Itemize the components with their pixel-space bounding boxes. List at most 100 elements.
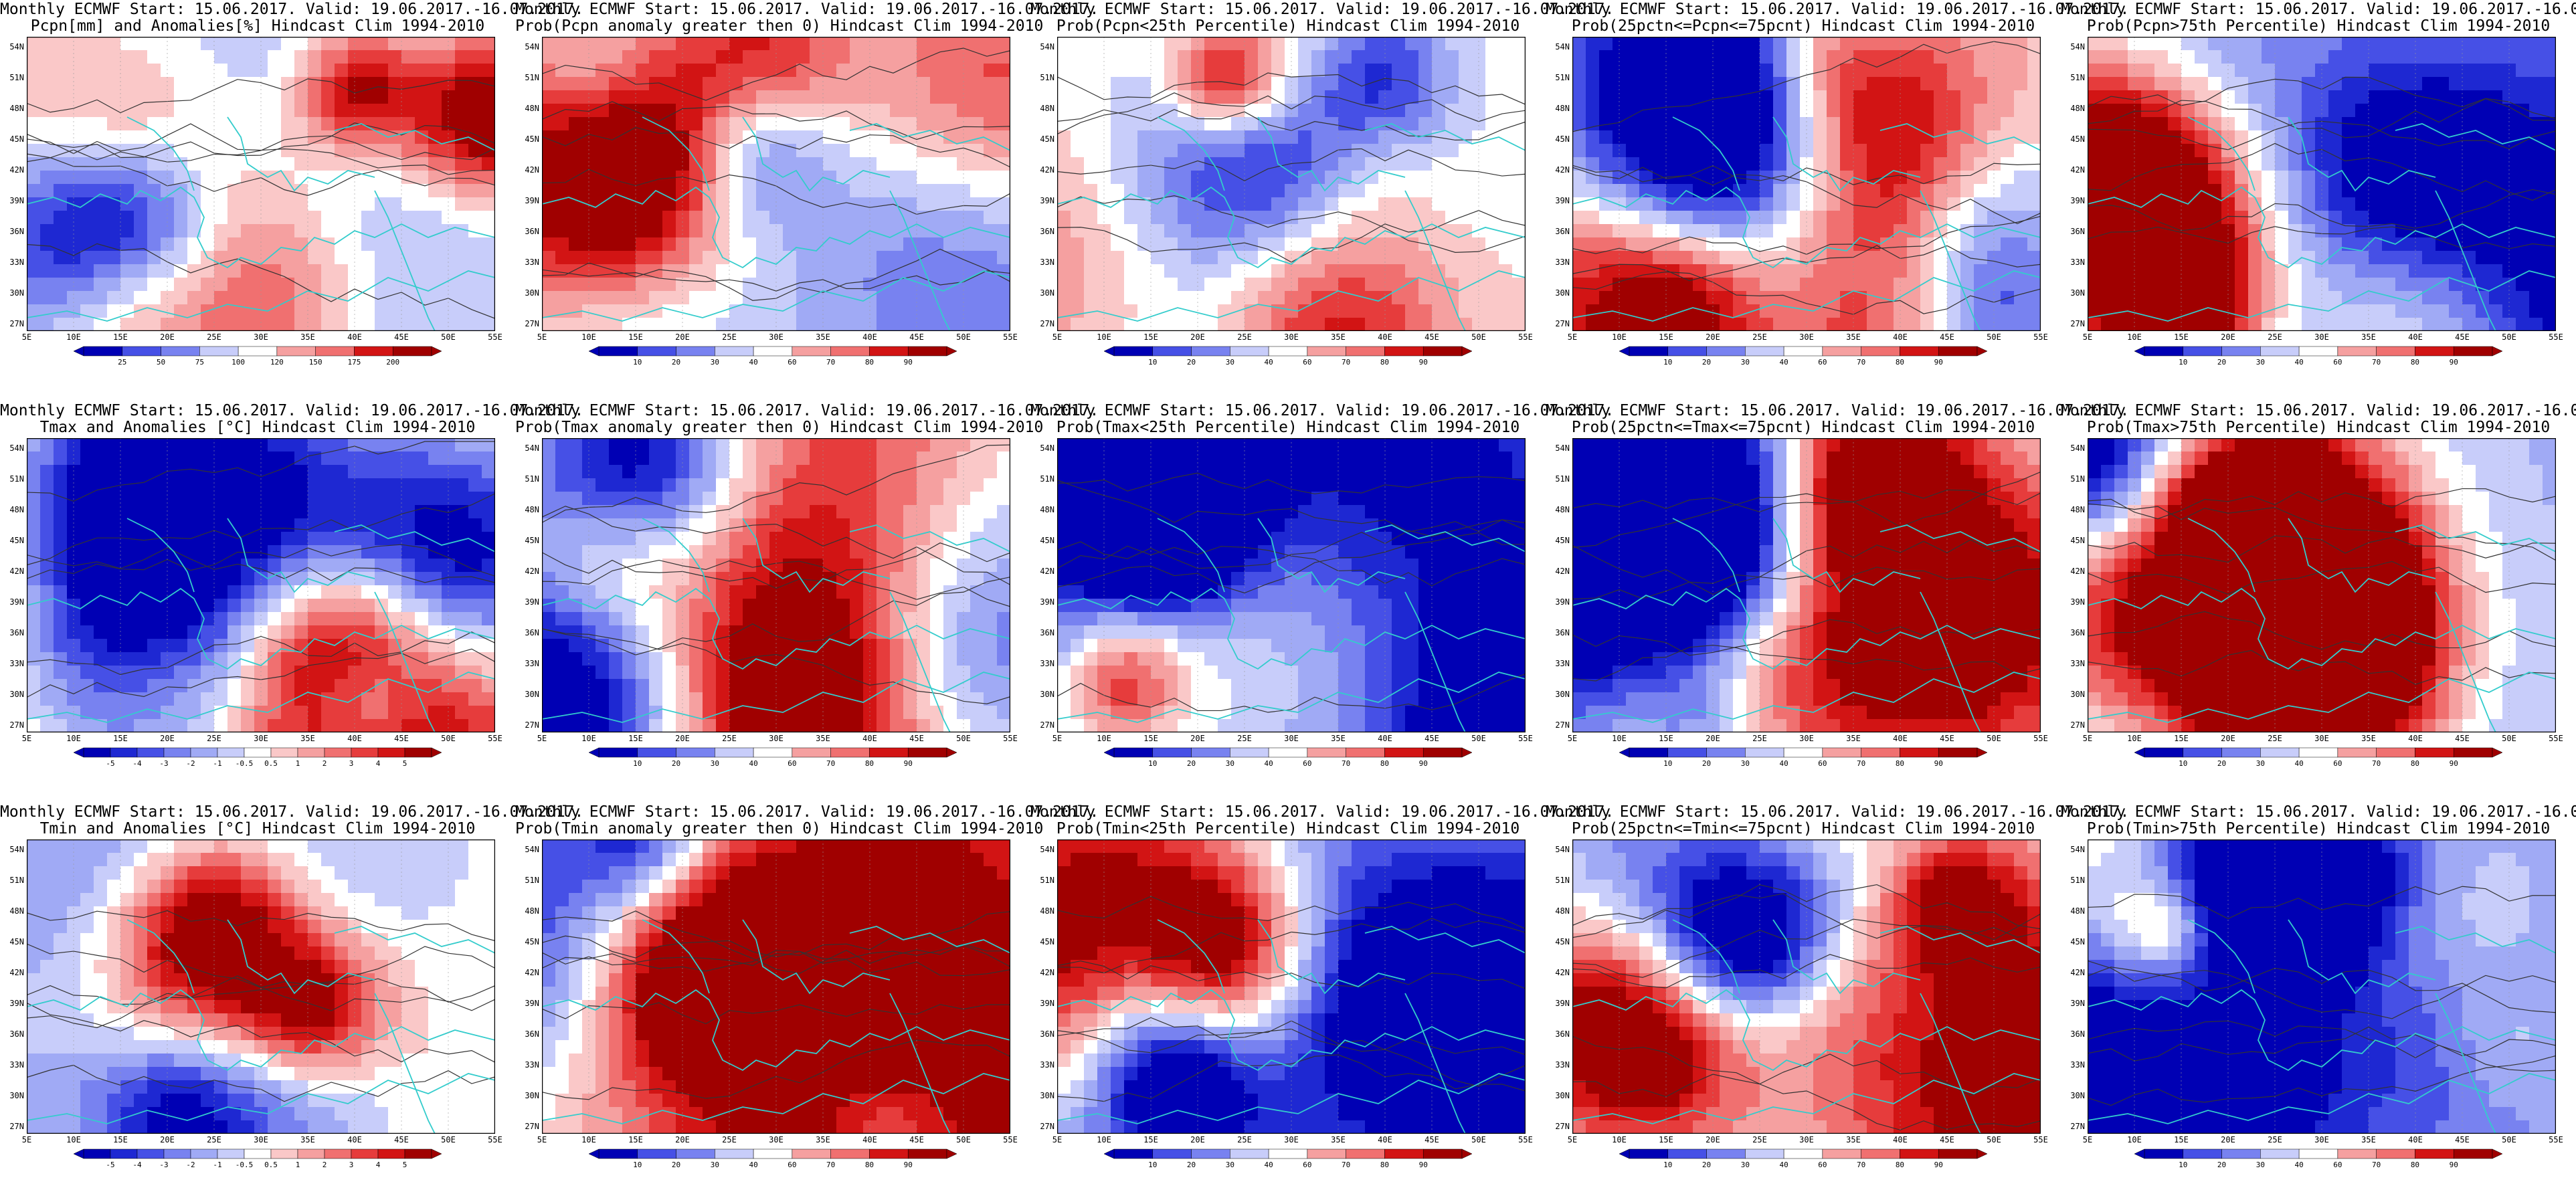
colorbar-swatch xyxy=(1745,1148,1784,1159)
latitude-label: 27N xyxy=(525,720,539,730)
colorbar-low-arrow xyxy=(1619,747,1630,758)
colorbar-tick-label: 40 xyxy=(2294,358,2304,367)
colorbar-tick-label: 60 xyxy=(788,1161,797,1169)
latitude-label: 36N xyxy=(2070,227,2085,236)
longitude-label: 50E xyxy=(441,734,456,743)
colorbar-swatch xyxy=(2415,346,2454,357)
colorbar-swatch xyxy=(2298,346,2338,357)
colorbar-tick-label: 200 xyxy=(386,358,400,367)
latitude-label: 54N xyxy=(2070,42,2085,52)
latitude-label: 39N xyxy=(525,196,539,205)
panel-title-line1: Monthly ECMWF Start: 15.06.2017. Valid: … xyxy=(1546,1,2130,18)
latitude-label: 33N xyxy=(9,1060,24,1070)
latitude-label: 39N xyxy=(1040,999,1054,1008)
shaded-field xyxy=(542,839,1010,1134)
longitude-label: 55E xyxy=(2549,332,2563,342)
longitude-label: 55E xyxy=(2549,1135,2563,1144)
longitude-label: 55E xyxy=(488,1135,502,1144)
coastlines xyxy=(27,919,495,1134)
colorbar-tick-label: 80 xyxy=(1380,1161,1390,1169)
latitude-label: 45N xyxy=(1040,937,1054,946)
forecast-map xyxy=(1572,438,2041,732)
longitude-label: 40E xyxy=(862,1135,877,1144)
colorbar-high-arrow xyxy=(431,747,442,758)
colorbar-swatch xyxy=(715,346,754,357)
longitude-label: 15E xyxy=(1143,734,1158,743)
colorbar xyxy=(589,747,957,758)
colorbar-swatch xyxy=(1307,1148,1346,1159)
colorbar-tick-label: 30 xyxy=(1225,1161,1234,1169)
colorbar-high-arrow xyxy=(2492,747,2502,758)
colorbar-tick-label: 30 xyxy=(1225,759,1234,768)
colorbar-tick-label: 30 xyxy=(710,1161,719,1169)
longitude-label: 45E xyxy=(2455,734,2470,743)
colorbar-high-arrow xyxy=(946,1148,957,1159)
colorbar-swatch xyxy=(1268,1148,1308,1159)
colorbar-swatch xyxy=(1900,346,1939,357)
colorbar-tick-label: 90 xyxy=(1934,759,1943,768)
colorbar-swatch xyxy=(270,747,298,758)
forecast-panel: Monthly ECMWF Start: 15.06.2017. Valid: … xyxy=(1030,803,1614,1204)
longitude-label: 45E xyxy=(909,734,924,743)
longitude-label: 5E xyxy=(1567,734,1578,743)
latitude-label: 48N xyxy=(2070,505,2085,514)
colorbar-swatch xyxy=(598,747,638,758)
colorbar-tick-label: 20 xyxy=(1186,1161,1196,1169)
latitude-label: 54N xyxy=(2070,845,2085,854)
colorbar-swatch xyxy=(190,747,218,758)
colorbar-tick-label: 80 xyxy=(864,358,875,367)
colorbar-swatch xyxy=(1861,747,1900,758)
latitude-label: 54N xyxy=(9,443,24,453)
longitude-label: 5E xyxy=(537,734,547,743)
colorbar-tick-label: 60 xyxy=(2333,1161,2342,1169)
colorbar-swatch xyxy=(404,747,432,758)
latitude-label: 42N xyxy=(2070,567,2085,576)
forecast-map xyxy=(2088,839,2556,1134)
colorbar-tick-label: 20 xyxy=(1701,358,1712,367)
colorbar-swatch xyxy=(297,747,325,758)
forecast-map xyxy=(1572,37,2041,331)
latitude-label: 39N xyxy=(525,597,539,607)
longitude-label: 45E xyxy=(1424,1135,1439,1144)
colorbar xyxy=(74,346,442,357)
longitude-label: 55E xyxy=(1003,1135,1018,1144)
colorbar-swatch xyxy=(2183,346,2222,357)
panel-title-line2: Prob(Pcpn<25th Percentile) Hindcast Clim… xyxy=(1056,17,1520,35)
longitude-label: 20E xyxy=(1190,332,1205,342)
longitude-label: 10E xyxy=(66,734,81,743)
colorbar-tick-label: 60 xyxy=(1818,1161,1827,1169)
colorbar-swatch xyxy=(1422,1148,1463,1159)
longitude-label: 30E xyxy=(1284,734,1299,743)
colorbar xyxy=(2134,747,2502,758)
colorbar-tick-label: 20 xyxy=(1186,358,1196,367)
longitude-label: 45E xyxy=(909,332,924,342)
colorbar-tick-label: 1 xyxy=(295,1161,300,1169)
panel-title-line1: Monthly ECMWF Start: 15.06.2017. Valid: … xyxy=(515,803,1099,821)
colorbar-tick-label: 80 xyxy=(864,759,875,768)
latitude-label: 42N xyxy=(9,165,24,175)
forecast-panel: Monthly ECMWF Start: 15.06.2017. Valid: … xyxy=(2061,803,2576,1204)
longitude-label: 5E xyxy=(1052,332,1063,342)
longitude-label: 40E xyxy=(1378,734,1392,743)
colorbar-swatch xyxy=(753,747,793,758)
colorbar-tick-label: 70 xyxy=(2372,358,2381,367)
longitude-label: 20E xyxy=(675,1135,690,1144)
colorbar-tick-label: 20 xyxy=(2217,358,2227,367)
panel-title-line1: Monthly ECMWF Start: 15.06.2017. Valid: … xyxy=(0,1,584,18)
longitude-label: 20E xyxy=(1190,1135,1205,1144)
forecast-panel: Monthly ECMWF Start: 15.06.2017. Valid: … xyxy=(1030,401,1614,803)
latitude-label: 48N xyxy=(525,906,539,916)
coastlines xyxy=(27,518,495,732)
latitude-label: 54N xyxy=(525,42,539,52)
latitude-label: 27N xyxy=(2070,720,2085,730)
longitude-label: 35E xyxy=(1331,1135,1346,1144)
longitude-label: 20E xyxy=(675,332,690,342)
colorbar-high-arrow xyxy=(1461,747,1472,758)
forecast-map xyxy=(1057,839,1526,1134)
longitude-label: 15E xyxy=(628,332,643,342)
colorbar-tick-label: 90 xyxy=(903,1161,913,1169)
colorbar-tick-label: 70 xyxy=(826,759,836,768)
colorbar-tick-label: -0.5 xyxy=(235,1161,254,1169)
latitude-label: 33N xyxy=(1555,258,1570,267)
colorbar xyxy=(74,747,442,758)
